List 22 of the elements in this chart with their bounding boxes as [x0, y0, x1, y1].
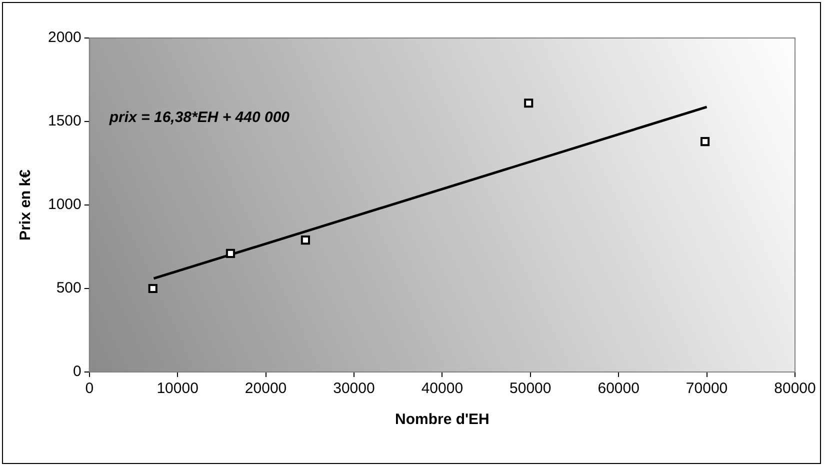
x-tick-label: 80000: [774, 380, 816, 398]
point: [524, 98, 534, 108]
x-tick-label: 30000: [333, 380, 375, 398]
x-tick-label: 0: [85, 380, 94, 398]
x-tick-label: 20000: [244, 380, 287, 398]
point: [300, 236, 310, 245]
point: [700, 137, 710, 146]
x-tick-label: 10000: [156, 380, 198, 398]
annotation: prix = 16,38*EH + 440 000: [108, 109, 290, 126]
y-axis-title: Prix en k€: [17, 168, 34, 240]
x-tick-label: 60000: [598, 380, 640, 398]
point: [148, 284, 158, 294]
y-tick-label: 0: [73, 363, 82, 380]
x-tick-label: 40000: [421, 380, 464, 398]
y-tick-label: 500: [56, 280, 82, 297]
y-tick-label: 1000: [48, 196, 82, 214]
x-tick-label: 70000: [686, 380, 728, 398]
x-axis-title: Nombre d'EH: [394, 411, 490, 428]
x-tick-label: 50000: [510, 380, 552, 398]
y-tick-label: 1500: [48, 112, 82, 130]
y-tick-label: 2000: [48, 29, 82, 46]
point: [226, 248, 236, 258]
